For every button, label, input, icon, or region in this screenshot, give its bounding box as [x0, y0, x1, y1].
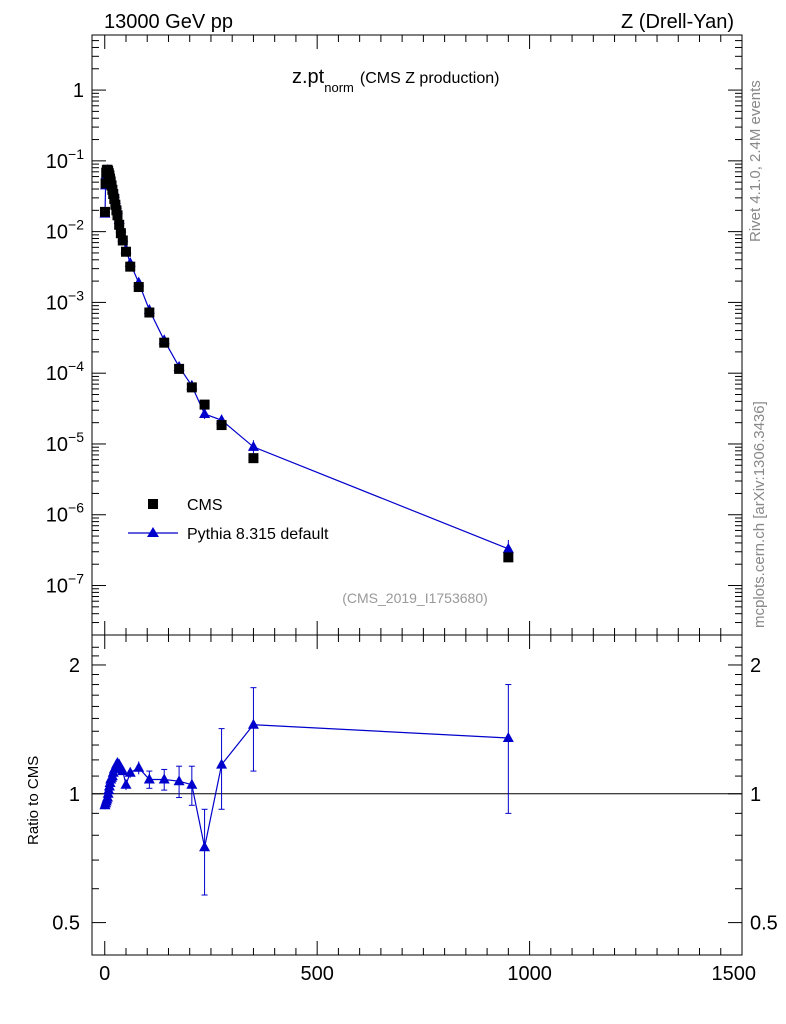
main-mc-point [502, 542, 514, 553]
header-left: 13000 GeV pp [104, 11, 233, 33]
main-mc-point [199, 408, 211, 419]
ratio-mc-point [158, 773, 170, 784]
main-data-point [120, 246, 131, 257]
ratio-mc-point [173, 775, 185, 786]
main-data-point [174, 363, 185, 374]
ratio-mc-point [124, 766, 136, 777]
main-ytick-label: 10−3 [46, 287, 84, 314]
ratio-y-ticks: 0.5 0.5 1 1 2 2 [52, 646, 778, 935]
rivet-version-label: Rivet 4.1.0, 2.4M events [747, 80, 764, 242]
ratio-xtick-label: 1500 [712, 963, 757, 985]
legend-cms-marker [148, 499, 158, 509]
plot-title: z.ptnorm (CMS Z production) [292, 66, 499, 95]
main-data-series [99, 164, 514, 563]
plot-title-suffix: (CMS Z production) [360, 70, 500, 87]
ratio-y-label: Ratio to CMS [25, 756, 42, 845]
ratio-x-ticks: 0 500 1000 1500 [99, 635, 756, 985]
main-ytick-label: 10−5 [46, 429, 84, 456]
ratio-ytick-label-right: 2 [750, 655, 761, 677]
legend: CMS Pythia 8.315 default [128, 497, 329, 543]
main-data-point [133, 282, 144, 293]
main-mc-point [247, 440, 259, 451]
ratio-mc-point [120, 778, 132, 789]
main-ytick-label: 10−4 [46, 358, 84, 385]
main-mc-line [104, 169, 509, 550]
main-data-point [159, 337, 170, 348]
ratio-xtick-label: 1000 [507, 963, 552, 985]
ratio-panel-frame [91, 634, 743, 956]
main-data-point [109, 193, 120, 204]
main-ytick-label: 10−7 [46, 571, 84, 598]
ratio-mc-point [117, 765, 129, 776]
ratio-ytick-label-right: 0.5 [750, 913, 778, 935]
main-data-point [186, 382, 197, 393]
main-ytick-label: 10−2 [46, 217, 84, 244]
ratio-ytick-label-right: 1 [750, 784, 761, 806]
main-data-point [114, 219, 125, 230]
main-data-point [199, 399, 210, 410]
ratio-ytick-label-left: 1 [69, 784, 80, 806]
ratio-mc-point [133, 761, 145, 772]
main-ytick-label: 10−1 [46, 146, 84, 173]
ratio-mc-point [247, 718, 259, 729]
ratio-mc-point [199, 841, 211, 852]
main-data-point [248, 453, 259, 464]
main-data-point [216, 420, 227, 431]
legend-mc-marker [147, 527, 159, 537]
plot-title-main: z.pt [292, 66, 325, 88]
main-data-point [115, 228, 126, 239]
main-data-point [112, 210, 123, 221]
main-data-point [110, 199, 121, 210]
main-mc-series [99, 164, 514, 562]
ratio-ytick-label-left: 2 [69, 655, 80, 677]
plot-title-sub: norm [324, 80, 354, 95]
main-data-point [99, 206, 110, 217]
main-y-ticks: 1 10−1 10−2 10−3 10−4 10−5 10−6 10−7 [46, 34, 742, 636]
main-panel-frame [91, 34, 743, 636]
legend-mc-label: Pythia 8.315 default [187, 526, 329, 543]
ratio-mc-line [104, 724, 509, 848]
ratio-mc-series [99, 684, 514, 896]
main-data-point [125, 261, 136, 272]
main-data-point [503, 552, 514, 563]
main-ytick-label: 1 [73, 80, 84, 102]
ratio-ytick-label-left: 0.5 [52, 913, 80, 935]
mcplots-label: mcplots.cern.ch [arXiv:1306.3436] [751, 401, 768, 628]
main-ytick-label: 10−6 [46, 500, 84, 527]
header-right: Z (Drell-Yan) [621, 11, 734, 33]
main-x-ticks [104, 35, 743, 635]
ratio-mc-point [502, 732, 514, 743]
ratio-mc-point [186, 778, 198, 789]
legend-cms-label: CMS [187, 497, 223, 514]
main-data-point [117, 235, 128, 246]
analysis-reference: (CMS_2019_I1753680) [342, 590, 488, 606]
ratio-mc-point [216, 758, 228, 769]
ratio-xtick-label: 500 [300, 963, 333, 985]
main-data-point [144, 307, 155, 318]
ratio-xtick-label: 0 [99, 963, 110, 985]
ratio-mc-point [143, 773, 155, 784]
